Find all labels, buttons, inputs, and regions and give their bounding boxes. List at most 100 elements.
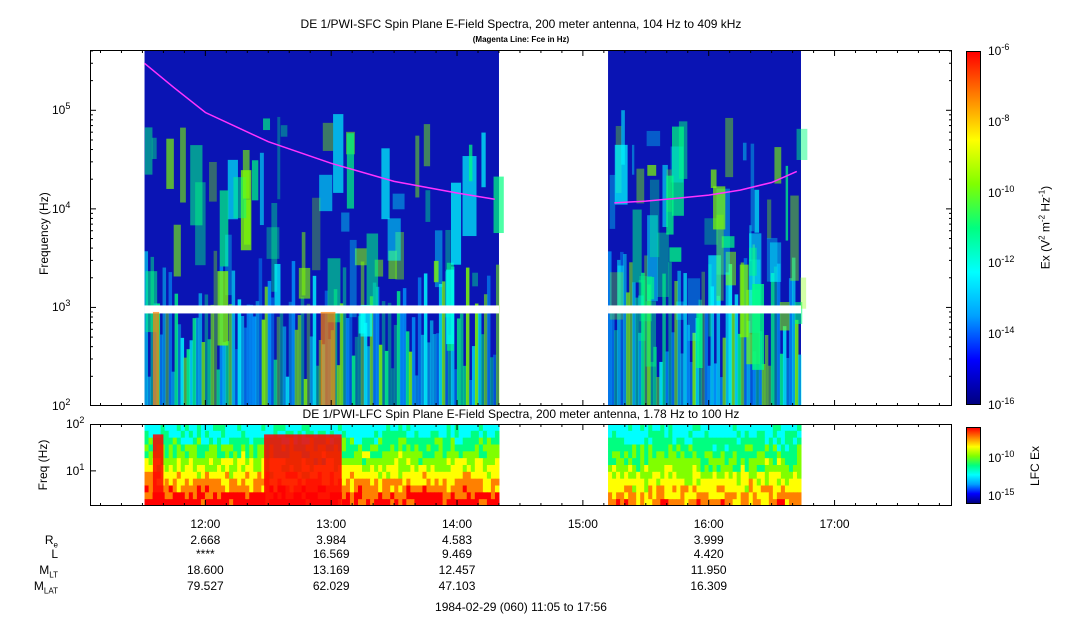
lfc-spectral-cell xyxy=(796,451,802,459)
lfc-spectral-cell xyxy=(616,430,621,439)
lfc-spectral-cell xyxy=(192,444,198,452)
ephemeris-value: 16.569 xyxy=(312,547,350,561)
lfc-spectral-cell xyxy=(418,499,423,506)
lfc-spectral-cell xyxy=(172,424,178,432)
sfc-spectral-column xyxy=(486,275,491,406)
lfc-spectral-cell xyxy=(624,471,629,480)
lfc-spectral-cell xyxy=(374,458,379,466)
sfc-spectral-column xyxy=(399,311,404,406)
lfc-spectral-cell xyxy=(349,424,355,432)
lfc-spectral-cell xyxy=(772,444,778,452)
lfc-spectral-cell xyxy=(740,478,746,486)
lfc-spectral-cell xyxy=(442,444,448,452)
sfc-emission-patch xyxy=(678,121,688,179)
lfc-spectral-cell xyxy=(462,485,468,493)
lfc-spectral-cell xyxy=(640,424,645,432)
ephemeris-row-label: MLAT xyxy=(33,579,58,596)
lfc-spectral-cell xyxy=(434,478,440,486)
lfc-frame xyxy=(90,424,952,506)
lfc-spectral-cell xyxy=(233,451,238,459)
lfc-spectral-cell xyxy=(648,478,653,486)
lfc-spectral-cell xyxy=(494,499,500,506)
lfc-spectral-cell xyxy=(490,424,496,432)
lfc-spectral-cell xyxy=(748,451,754,459)
lfc-colorbar-tick-label: 10-15 xyxy=(988,487,1015,504)
lfc-spectral-cell xyxy=(684,430,689,439)
lfc-spectral-cell xyxy=(217,458,222,466)
lfc-spectral-cell xyxy=(370,471,375,480)
lfc-spectral-cell xyxy=(188,437,194,445)
lfc-spectral-cell xyxy=(486,499,492,506)
lfc-spectral-cell xyxy=(700,437,706,445)
lfc-spectral-cell xyxy=(768,485,774,493)
sfc-emission-patch xyxy=(790,195,799,281)
sfc-spectral-column xyxy=(285,376,290,406)
lfc-spectral-cell xyxy=(176,430,182,439)
lfc-spectral-cell xyxy=(768,458,774,466)
sfc-emission-patch xyxy=(173,224,181,277)
lfc-spectral-cell xyxy=(720,471,726,480)
sfc-emission-patch xyxy=(312,197,321,271)
lfc-spectral-cell xyxy=(180,471,186,480)
lfc-spectral-cell xyxy=(644,492,649,500)
lfc-spectral-cell xyxy=(390,499,395,506)
lfc-spectral-cell xyxy=(776,485,782,493)
sfc-spectral-column xyxy=(186,349,191,406)
lfc-spectral-cell xyxy=(382,465,387,473)
lfc-spectral-cell xyxy=(450,437,456,445)
lfc-spectral-cell xyxy=(434,499,440,506)
lfc-spectral-cell xyxy=(680,485,685,493)
lfc-spectral-cell xyxy=(656,478,661,486)
lfc-spectral-cell xyxy=(736,478,742,486)
sfc-emission-patch xyxy=(462,156,477,237)
lfc-spectral-cell xyxy=(466,492,472,500)
lfc-spectral-cell xyxy=(386,485,391,493)
lfc-spectral-cell xyxy=(704,471,710,480)
lfc-spectral-cell xyxy=(458,430,464,439)
sfc-spectral-column xyxy=(638,332,642,406)
lfc-spectral-cell xyxy=(245,430,250,439)
lfc-spectral-cell xyxy=(640,465,645,473)
lfc-spectral-cell xyxy=(345,478,351,486)
lfc-spectral-cell xyxy=(422,430,427,439)
lfc-spectral-cell xyxy=(378,465,383,473)
ephemeris-value: 79.527 xyxy=(186,579,224,593)
lfc-spectral-cell xyxy=(624,451,629,459)
lfc-spectral-cell xyxy=(796,437,802,445)
lfc-spectral-cell xyxy=(490,437,496,445)
lfc-spectral-cell xyxy=(474,424,480,432)
sfc-emission-patch xyxy=(721,236,735,248)
lfc-spectral-cell xyxy=(253,437,258,445)
lfc-spectral-cell xyxy=(374,430,379,439)
lfc-spectral-cell xyxy=(237,485,242,493)
sfc-emission-patch xyxy=(360,304,373,337)
lfc-spectral-cell xyxy=(386,437,391,445)
lfc-spectral-cell xyxy=(176,424,182,432)
x-tick-label: 13:00 xyxy=(316,517,347,531)
lfc-spectral-cell xyxy=(740,430,746,439)
lfc-spectral-cell xyxy=(233,458,238,466)
lfc-spectral-cell xyxy=(398,485,403,493)
lfc-spectral-cell xyxy=(382,471,387,480)
lfc-spectral-cell xyxy=(772,430,778,439)
lfc-spectral-cell xyxy=(229,478,234,486)
lfc-spectral-cell xyxy=(784,451,790,459)
lfc-spectral-cell xyxy=(144,465,150,473)
lfc-spectral-cell xyxy=(490,499,496,506)
lfc-spectral-cell xyxy=(430,478,436,486)
lfc-spectral-cell xyxy=(644,499,649,506)
lfc-spectral-cell xyxy=(402,499,407,506)
lfc-spectral-cell xyxy=(345,451,351,459)
sfc-emission-patch xyxy=(190,145,203,226)
lfc-spectral-cell xyxy=(752,471,758,480)
lfc-spectral-cell xyxy=(656,465,661,473)
sfc-emission-patch xyxy=(259,152,264,226)
lfc-spectral-cell xyxy=(390,444,395,452)
lfc-spectral-cell xyxy=(261,458,266,466)
lfc-spectral-cell xyxy=(684,478,689,486)
lfc-spectral-cell xyxy=(740,444,746,452)
sfc-spectral-column xyxy=(453,369,458,406)
lfc-spectral-cell xyxy=(474,471,480,480)
lfc-spectral-cell xyxy=(394,499,399,506)
sfc-spectral-column xyxy=(447,334,452,406)
